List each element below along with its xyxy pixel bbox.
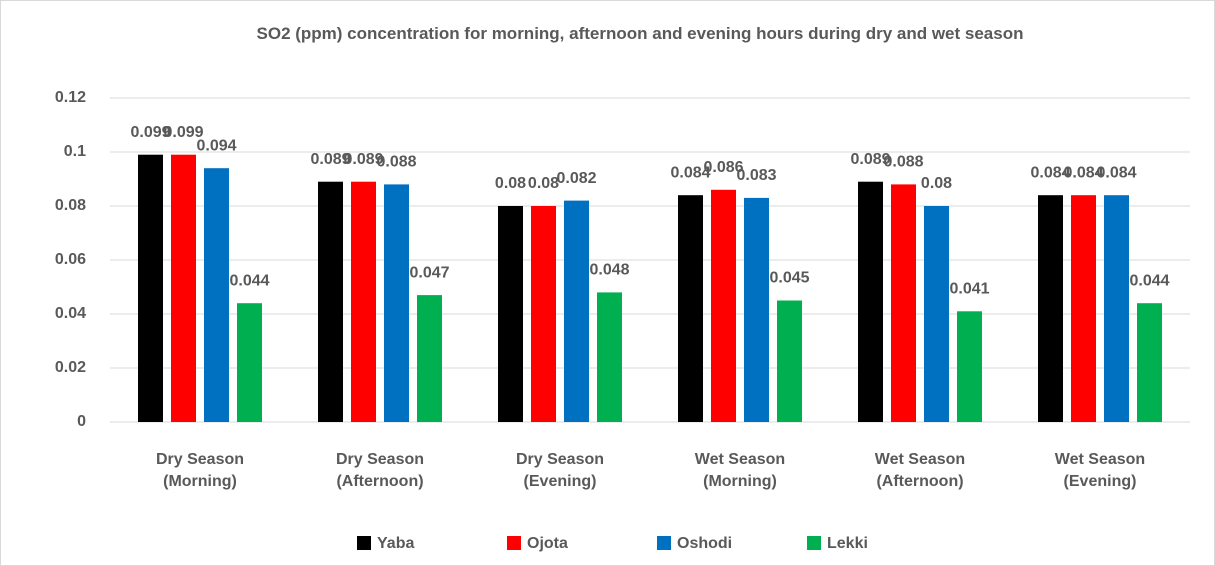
y-tick-label: 0.1: [64, 143, 86, 160]
data-label: 0.099: [130, 124, 170, 141]
bar: [498, 206, 523, 422]
bar: [204, 168, 229, 422]
data-label: 0.084: [1030, 164, 1070, 181]
x-tick-label-line: (Evening): [1064, 473, 1137, 490]
x-tick-label-line: Wet Season: [695, 451, 785, 468]
data-label: 0.044: [229, 272, 269, 289]
data-label: 0.089: [310, 151, 350, 168]
bar: [1038, 195, 1063, 422]
bar: [1137, 303, 1162, 422]
data-label: 0.047: [409, 264, 449, 281]
chart-title: SO2 (ppm) concentration for morning, aft…: [256, 24, 1024, 43]
data-label: 0.094: [196, 137, 236, 154]
data-label: 0.089: [850, 151, 890, 168]
x-tick-label: Dry Season (Evening): [516, 451, 604, 490]
bar: [924, 206, 949, 422]
x-tick-label: Wet Season (Morning): [695, 451, 785, 490]
bar: [237, 303, 262, 422]
bar: [744, 197, 769, 422]
x-tick-label-line: (Morning): [703, 473, 777, 490]
legend-label: Yaba: [377, 535, 414, 552]
bar: [351, 181, 376, 422]
bar: [138, 154, 163, 422]
x-tick-label-line: (Afternoon): [876, 473, 963, 490]
x-tick-label: Wet Season (Evening): [1055, 451, 1145, 490]
bar: [711, 189, 736, 422]
x-tick-label-line: Wet Season: [875, 451, 965, 468]
y-tick-label: 0: [77, 413, 86, 430]
x-tick-label-line: (Evening): [524, 473, 597, 490]
y-tick-label: 0.04: [55, 305, 86, 322]
bar: [1071, 195, 1096, 422]
x-tick-label-line: Wet Season: [1055, 451, 1145, 468]
y-tick-label: 0.12: [55, 89, 86, 106]
bar: [597, 292, 622, 422]
data-label: 0.045: [769, 270, 809, 287]
legend-swatch: [657, 536, 671, 550]
data-label: 0.08: [495, 175, 526, 192]
bar: [417, 295, 442, 422]
bar: [318, 181, 343, 422]
data-label: 0.086: [703, 159, 743, 176]
legend-swatch: [807, 536, 821, 550]
bar: [384, 184, 409, 422]
x-tick-label: Dry Season (Morning): [156, 451, 244, 490]
data-label: 0.084: [1096, 164, 1136, 181]
data-label: 0.08: [528, 175, 559, 192]
data-label: 0.088: [376, 154, 416, 171]
bar: [891, 184, 916, 422]
data-label: 0.083: [736, 167, 776, 184]
bar: [564, 200, 589, 422]
data-label: 0.041: [949, 281, 989, 298]
data-label: 0.089: [343, 151, 383, 168]
data-label: 0.088: [883, 154, 923, 171]
x-tick-label: Dry Season (Afternoon): [336, 451, 424, 490]
data-label: 0.099: [163, 124, 203, 141]
y-tick-label: 0.06: [55, 251, 86, 268]
legend-swatch: [507, 536, 521, 550]
data-label: 0.08: [921, 175, 952, 192]
legend-swatch: [357, 536, 371, 550]
bar: [531, 206, 556, 422]
data-label: 0.048: [589, 262, 629, 279]
bar: [1104, 195, 1129, 422]
data-label: 0.082: [556, 170, 596, 187]
legend-label: Ojota: [527, 535, 568, 552]
x-tick-label: Wet Season (Afternoon): [875, 451, 965, 490]
legend-label: Lekki: [827, 535, 868, 552]
legend-label: Oshodi: [677, 535, 732, 552]
data-label: 0.084: [670, 164, 710, 181]
bar: [858, 181, 883, 422]
data-label: 0.044: [1129, 272, 1169, 289]
y-tick-label: 0.02: [55, 359, 86, 376]
bar: [957, 311, 982, 422]
y-tick-label: 0.08: [55, 197, 86, 214]
x-tick-label-line: (Afternoon): [336, 473, 423, 490]
x-tick-label-line: Dry Season: [156, 451, 244, 468]
x-tick-label-line: (Morning): [163, 473, 237, 490]
x-tick-label-line: Dry Season: [336, 451, 424, 468]
bar: [171, 154, 196, 422]
bar: [678, 195, 703, 422]
data-label: 0.084: [1063, 164, 1103, 181]
x-tick-label-line: Dry Season: [516, 451, 604, 468]
bar: [777, 300, 802, 422]
